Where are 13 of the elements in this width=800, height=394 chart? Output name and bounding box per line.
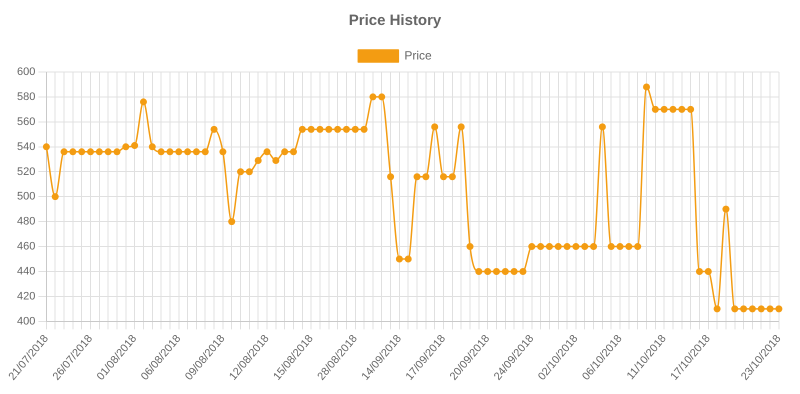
legend-label: Price	[404, 48, 432, 62]
y-tick-label: 540	[17, 140, 36, 153]
y-tick-label: 500	[17, 190, 36, 203]
y-tick-label: 580	[17, 90, 36, 103]
chart-title: Price History	[348, 12, 442, 30]
y-tick-label: 420	[17, 290, 36, 302]
y-tick-label: 600	[17, 66, 36, 78]
y-tick-label: 480	[17, 216, 36, 228]
y-tick-label: 440	[17, 266, 36, 278]
y-tick-label: 520	[17, 166, 36, 178]
y-tick-label: 460	[17, 240, 36, 253]
y-tick-label: 400	[17, 315, 36, 328]
y-tick-label: 560	[17, 116, 36, 128]
